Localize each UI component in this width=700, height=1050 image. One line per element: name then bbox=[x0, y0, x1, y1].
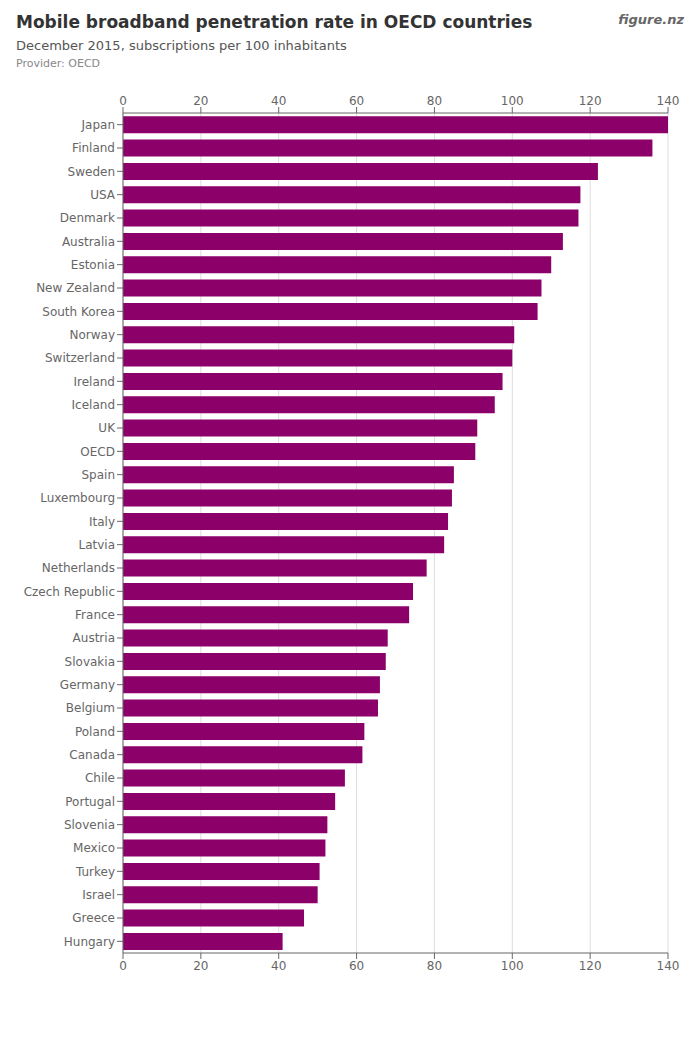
svg-text:60: 60 bbox=[349, 94, 364, 108]
svg-text:Belgium: Belgium bbox=[66, 701, 115, 715]
svg-text:Poland: Poland bbox=[75, 725, 115, 739]
svg-text:South Korea: South Korea bbox=[42, 305, 115, 319]
svg-text:Latvia: Latvia bbox=[78, 538, 115, 552]
svg-text:20: 20 bbox=[193, 959, 208, 973]
svg-text:Israel: Israel bbox=[82, 888, 115, 902]
svg-text:OECD: OECD bbox=[80, 445, 115, 459]
svg-text:60: 60 bbox=[349, 959, 364, 973]
html-text:Mobile broadband penetration r: Mobile broadband penetration rate in OEC… bbox=[16, 12, 533, 32]
svg-text:Slovakia: Slovakia bbox=[65, 655, 115, 669]
svg-text:Japan: Japan bbox=[81, 118, 115, 132]
svg-text:120: 120 bbox=[579, 959, 602, 973]
svg-text:120: 120 bbox=[579, 94, 602, 108]
svg-text:Chile: Chile bbox=[85, 771, 115, 785]
svg-text:80: 80 bbox=[427, 94, 442, 108]
html-text:figure.nz: figure.nz bbox=[618, 12, 684, 27]
svg-text:Denmark: Denmark bbox=[60, 211, 115, 225]
svg-text:Canada: Canada bbox=[69, 748, 115, 762]
svg-text:New Zealand: New Zealand bbox=[36, 281, 115, 295]
svg-text:Norway: Norway bbox=[69, 328, 115, 342]
svg-text:Estonia: Estonia bbox=[71, 258, 115, 272]
svg-text:Austria: Austria bbox=[73, 631, 115, 645]
svg-text:100: 100 bbox=[501, 94, 524, 108]
svg-text:80: 80 bbox=[427, 959, 442, 973]
svg-text:Germany: Germany bbox=[60, 678, 115, 692]
svg-text:Czech Republic: Czech Republic bbox=[24, 585, 115, 599]
svg-text:Hungary: Hungary bbox=[64, 935, 115, 949]
svg-text:Sweden: Sweden bbox=[68, 165, 115, 179]
svg-text:Turkey: Turkey bbox=[75, 865, 115, 879]
svg-text:USA: USA bbox=[90, 188, 116, 202]
svg-text:40: 40 bbox=[271, 94, 286, 108]
svg-text:Greece: Greece bbox=[72, 911, 115, 925]
svg-text:Mexico: Mexico bbox=[73, 841, 115, 855]
svg-text:Portugal: Portugal bbox=[65, 795, 115, 809]
html-text:December 2015, subscriptions p: December 2015, subscriptions per 100 inh… bbox=[16, 38, 347, 53]
svg-text:Spain: Spain bbox=[81, 468, 115, 482]
html-text:Provider: OECD: Provider: OECD bbox=[16, 57, 101, 70]
svg-text:0: 0 bbox=[119, 959, 127, 973]
svg-text:Slovenia: Slovenia bbox=[64, 818, 115, 832]
svg-text:Ireland: Ireland bbox=[73, 375, 115, 389]
svg-text:140: 140 bbox=[657, 94, 680, 108]
svg-text:Finland: Finland bbox=[72, 141, 115, 155]
svg-text:Australia: Australia bbox=[62, 235, 115, 249]
svg-text:Italy: Italy bbox=[89, 515, 115, 529]
svg-text:20: 20 bbox=[193, 94, 208, 108]
svg-text:Luxembourg: Luxembourg bbox=[40, 491, 115, 505]
svg-text:UK: UK bbox=[98, 421, 116, 435]
svg-text:140: 140 bbox=[657, 959, 680, 973]
svg-text:Switzerland: Switzerland bbox=[45, 351, 115, 365]
svg-text:100: 100 bbox=[501, 959, 524, 973]
svg-text:0: 0 bbox=[119, 94, 127, 108]
svg-text:Netherlands: Netherlands bbox=[42, 561, 115, 575]
svg-text:Iceland: Iceland bbox=[72, 398, 115, 412]
svg-text:40: 40 bbox=[271, 959, 286, 973]
svg-text:France: France bbox=[75, 608, 115, 622]
